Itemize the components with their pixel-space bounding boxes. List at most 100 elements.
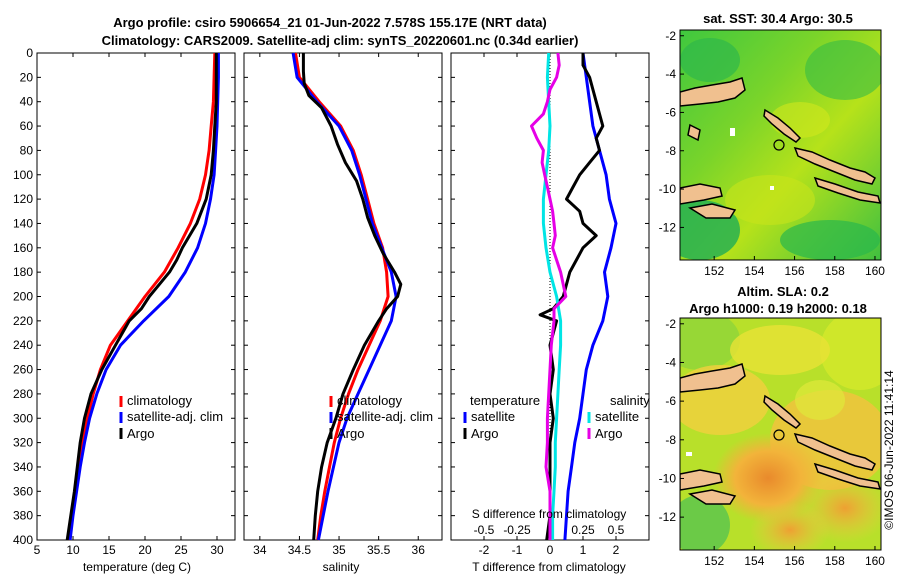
sla-argo-marker [773,429,785,441]
temperature-line-argo [65,53,218,541]
temperature-xlabel: temperature (deg C) [83,560,191,574]
map-x-tick-label: 158 [825,264,845,278]
x-tick-label: 25 [174,543,188,557]
map-x-tick-label: 158 [825,554,845,568]
x-tick-label: 34.5 [288,543,312,557]
land-bougainville [763,394,802,429]
legend-label-climatology: climatology [127,393,193,408]
sst-argo-marker [773,139,785,151]
y-tick-label: 300 [13,411,33,425]
y-tick-label: 120 [13,192,33,206]
legend-label-argo: Argo [127,426,154,441]
difference-line-s-satellite [541,52,563,540]
map-y-tick-label: -2 [665,317,676,331]
y-tick-label: 60 [20,119,34,133]
salinity-line-climatology [294,52,390,541]
legend-label-t-argo: Argo [471,426,498,441]
x-tick-label: 1 [580,543,587,557]
land-png-east [680,183,723,205]
legend-heading-temperature: temperature [470,393,540,408]
x-tick-label: 34 [253,543,267,557]
map-y-tick-label: -8 [665,433,676,447]
sst-map-frame [679,29,882,261]
map-x-tick-label: 160 [865,264,885,278]
y-tick-label: 280 [13,387,33,401]
sla-map-frame [679,317,882,551]
sla-map-features [680,318,881,550]
map-y-tick-label: -12 [659,510,677,524]
y-tick-label: 240 [13,338,33,352]
map-x-tick-label: 152 [704,264,724,278]
map-y-tick-label: -10 [659,471,677,485]
difference-xlabel-salinity: S difference from climatology [472,507,627,521]
x-tick-label: 0 [547,543,554,557]
legend-heading-salinity: salinity [610,393,650,408]
y-tick-label: 80 [20,143,34,157]
sst-map-features [680,38,881,260]
x-tick-label: 35.5 [367,543,391,557]
salinity-line-satellite-adj-clim [291,52,398,541]
x-tick-label: 15 [102,543,116,557]
sst-map [679,29,882,261]
salinity-axes-frame [243,52,443,541]
temperature-line-satellite-adj-clim [68,53,220,541]
salinity-legend: climatology satellite-adj. clim Argo [329,393,433,441]
y-tick-label: 160 [13,241,33,255]
land-new-britain [680,363,746,393]
map-y-tick-label: -6 [665,105,676,119]
map-y-tick-label: -12 [659,220,677,234]
sst-map-ticks: 152 154 156 158 160 -2 -4 -6 -8 -10 -12 [659,29,886,278]
map-x-tick-label: 154 [744,264,764,278]
land-png-east [680,469,723,491]
land-bougainville [763,108,802,143]
y-tick-label: 380 [13,509,33,523]
y-tick-label: 40 [20,95,34,109]
difference-line-t-argo [538,53,605,541]
temperature-panel: 0 20 40 60 80 100 120 140 160 180 200 220 240 260 280 3… [13,46,236,557]
map-x-tick-label: 160 [865,554,885,568]
y-tick-label: 20 [20,70,34,84]
x-tick-label: 2 [613,543,620,557]
difference-xlabel: T difference from climatology [472,560,626,574]
s-tick-label: 0.5 [608,523,625,537]
temperature-line-climatology [67,52,217,541]
legend-label-climatology: climatology [337,393,403,408]
temperature-axes-frame [36,52,236,541]
imos-watermark: ©IMOS 06-Jun-2022 11:41:14 [882,370,896,530]
difference-legend: temperature satellite Argo salinity sate… [463,393,650,441]
land-solomons-1 [793,432,876,471]
figure-title-line1: Argo profile: csiro 5906654_21 01-Jun-20… [113,15,547,30]
map-y-tick-label: -10 [659,182,677,196]
y-tick-label: 400 [13,533,33,547]
x-tick-label: 20 [138,543,152,557]
sla-map-ticks: 152 154 156 158 160 -2 -4 -6 -8 -10 -12 [659,317,886,568]
y-tick-label: 180 [13,265,33,279]
y-tick-label: 340 [13,460,33,474]
land-solomons-2 [813,462,881,490]
map-y-tick-label: -8 [665,144,676,158]
legend-label-t-satellite: satellite [471,409,515,424]
y-tick-label: 200 [13,290,33,304]
sla-map-title: Altim. SLA: 0.2 [737,284,829,299]
y-tick-label: 260 [13,363,33,377]
map-y-tick-label: -4 [665,67,676,81]
difference-panel: -2 -1 0 1 2-0.5 -0.25 0 0.25 0.5 [450,52,650,557]
y-tick-label: 0 [26,46,33,60]
y-tick-label: 320 [13,436,33,450]
map-x-tick-label: 152 [704,554,724,568]
sst-map-title: sat. SST: 30.4 Argo: 30.5 [703,11,853,26]
sla-map-subtitle: Argo h1000: 0.19 h2000: 0.18 [689,301,867,316]
land-new-britain [680,77,746,107]
s-tick-label: 0.25 [571,523,595,537]
land-solomons-1 [793,146,876,185]
x-tick-label: 10 [66,543,80,557]
x-tick-label: -2 [479,543,490,557]
map-x-tick-label: 156 [785,554,805,568]
x-tick-label: 5 [34,543,41,557]
map-y-tick-label: -2 [665,29,676,43]
map-y-tick-label: -4 [665,355,676,369]
difference-line-s-argo [530,52,568,540]
s-tick-label: -0.5 [474,523,495,537]
y-tick-label: 220 [13,314,33,328]
y-tick-label: 100 [13,168,33,182]
